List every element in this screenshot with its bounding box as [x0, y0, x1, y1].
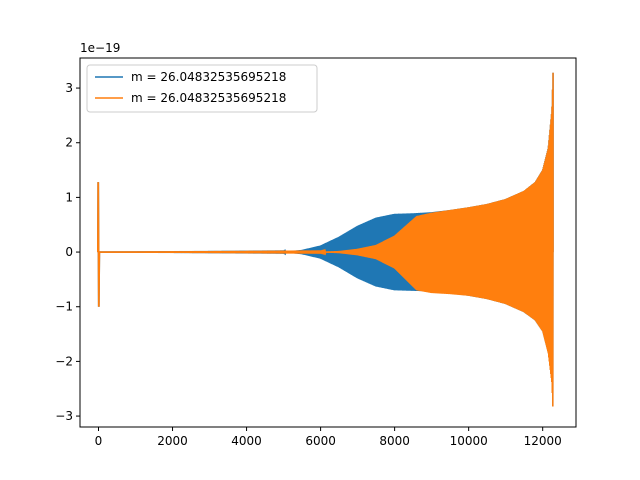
- series-layer: [97, 72, 554, 407]
- y-tick-label: 2: [65, 136, 73, 150]
- x-axis: 0 2000 4000 6000 8000 10000 12000: [95, 427, 562, 448]
- y-tick-label: 0: [65, 245, 73, 259]
- legend-label-1: m = 26.04832535695218: [131, 70, 286, 84]
- x-tick-label: 0: [95, 434, 103, 448]
- x-tick-label: 2000: [157, 434, 188, 448]
- y-axis-offset-label: 1e−19: [80, 41, 120, 55]
- plot-frame: [79, 57, 577, 428]
- x-tick-label: 12000: [524, 434, 562, 448]
- series-spike-2: [97, 182, 101, 307]
- x-tick-label: 6000: [305, 434, 336, 448]
- legend-box: [86, 64, 318, 113]
- y-tick-label: −2: [55, 354, 73, 368]
- y-tick-label: −1: [55, 300, 73, 314]
- legend: m = 26.04832535695218 m = 26.048325356952…: [86, 64, 318, 113]
- legend-label-2: m = 26.04832535695218: [131, 91, 286, 105]
- y-tick-label: −3: [55, 409, 73, 423]
- y-axis: −3 −2 −1 0 1 2 3: [55, 81, 80, 423]
- x-tick-label: 10000: [450, 434, 488, 448]
- series-line-2: [98, 72, 554, 407]
- y-tick-label: 3: [65, 81, 73, 95]
- x-tick-label: 8000: [379, 434, 410, 448]
- y-tick-label: 1: [65, 190, 73, 204]
- x-tick-label: 4000: [231, 434, 262, 448]
